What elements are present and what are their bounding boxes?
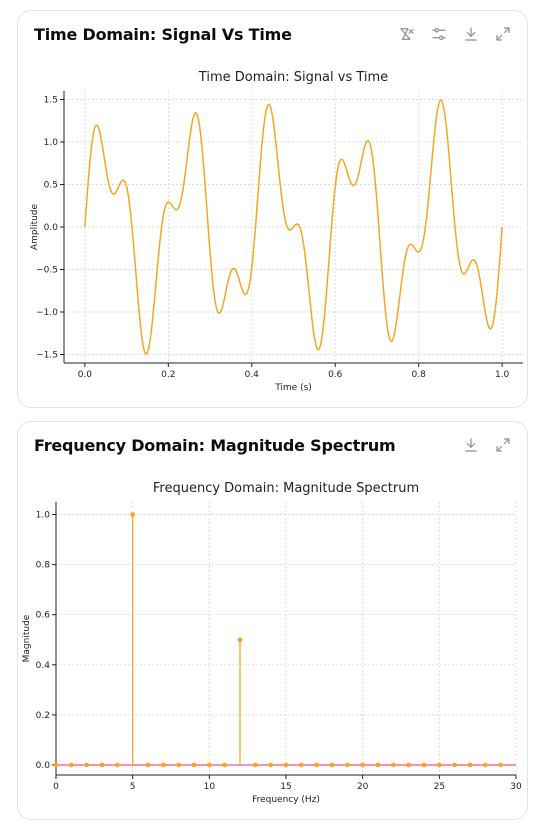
stem-marker: [467, 762, 473, 768]
stem-marker: [390, 762, 396, 768]
card-title-time-domain: Time Domain: Signal Vs Time: [34, 25, 292, 44]
x-tick-label: 5: [130, 782, 136, 792]
signal-line: [84, 99, 503, 355]
stem-marker: [360, 762, 366, 768]
chart-title: Frequency Domain: Magnitude Spectrum: [153, 481, 419, 496]
card-title-frequency-domain: Frequency Domain: Magnitude Spectrum: [34, 436, 396, 455]
x-tick-label: 15: [280, 782, 291, 792]
chart-type-button[interactable]: [397, 24, 417, 44]
stem-marker: [99, 762, 105, 768]
stem-marker: [452, 762, 458, 768]
frequency-domain-toolbar: [461, 435, 513, 455]
time-domain-card: Time Domain: Signal Vs Time 0.0 0.2 0.4 0.6…: [17, 10, 528, 408]
y-tick-label: 0.8: [36, 561, 51, 571]
y-tick-label: 0.2: [36, 711, 50, 721]
time-domain-chart: 0.0 0.2 0.4 0.6 0.8 1.0 −1.5 −1.0 −0.5 0.0 0.5 1.0 1…: [30, 70, 523, 393]
stem-marker: [314, 762, 320, 768]
x-axis-label: Time (s): [274, 383, 312, 393]
stem-marker: [268, 762, 274, 768]
y-tick-label: −0.5: [36, 266, 58, 276]
settings-button[interactable]: [429, 24, 449, 44]
x-tick-label: 0: [53, 782, 59, 792]
y-tick-label: 1.0: [44, 138, 59, 148]
stem-marker: [145, 762, 151, 768]
x-tick-label: 0.0: [78, 370, 93, 380]
expand-icon: [496, 27, 510, 41]
y-tick-label: 0.0: [44, 223, 59, 233]
stem-marker: [191, 762, 197, 768]
stem-marker: [344, 762, 350, 768]
download-icon: [465, 438, 477, 452]
frequency-domain-chart: 0 5 10 15 20 25 30 0.0 0.2 0.4 0.6 0.8 1.0 Frequency …: [22, 481, 522, 805]
settings-icon: [432, 28, 446, 41]
stem-marker: [206, 762, 212, 768]
expand-icon: [496, 438, 510, 452]
x-tick-label: 0.6: [328, 370, 343, 380]
frequency-domain-card: Frequency Domain: Magnitude Spectrum 0 5 1…: [17, 421, 528, 820]
y-tick-label: 0.5: [44, 181, 58, 191]
x-tick-label: 25: [434, 782, 445, 792]
download-icon: [465, 27, 477, 41]
stem-marker: [130, 512, 136, 517]
expand-button[interactable]: [493, 435, 513, 455]
stem-marker: [53, 762, 59, 768]
stem-marker: [160, 762, 166, 768]
x-tick-label: 30: [510, 782, 522, 792]
stem-marker: [406, 762, 412, 768]
expand-button[interactable]: [493, 24, 513, 44]
y-tick-label: 0.6: [36, 611, 51, 621]
download-button[interactable]: [461, 24, 481, 44]
stem-marker: [222, 762, 228, 768]
x-axis-label: Frequency (Hz): [252, 795, 320, 805]
x-tick-label: 10: [204, 782, 216, 792]
y-tick-label: 1.0: [36, 511, 51, 521]
y-tick-label: 1.5: [44, 96, 58, 106]
stem-marker: [421, 762, 427, 768]
stem-marker: [482, 762, 488, 768]
time-domain-toolbar: [397, 24, 513, 44]
stem-marker: [498, 762, 504, 768]
stem-marker: [375, 762, 381, 768]
stem-marker: [329, 762, 335, 768]
stem-marker: [68, 762, 74, 768]
y-tick-label: −1.0: [36, 308, 58, 318]
chart-title: Time Domain: Signal vs Time: [198, 70, 388, 85]
x-tick-label: 1.0: [495, 370, 510, 380]
x-tick-label: 0.4: [245, 370, 260, 380]
x-tick-label: 0.2: [161, 370, 175, 380]
stem-marker: [237, 637, 243, 643]
y-axis-label: Magnitude: [22, 614, 32, 662]
y-axis-label: Amplitude: [30, 203, 40, 250]
download-button[interactable]: [461, 435, 481, 455]
stem-marker: [252, 762, 258, 768]
x-tick-label: 0.8: [412, 370, 427, 380]
y-tick-label: 0.0: [36, 761, 51, 771]
stem-marker: [84, 762, 90, 768]
stem-marker: [176, 762, 182, 768]
stem-marker: [283, 762, 289, 768]
stem-marker: [114, 762, 120, 768]
y-tick-label: 0.4: [36, 661, 51, 671]
y-tick-label: −1.5: [36, 351, 58, 361]
stem-marker: [298, 762, 304, 768]
chart-type-icon: [400, 28, 414, 40]
x-tick-label: 20: [357, 782, 369, 792]
stem-marker: [436, 762, 442, 768]
